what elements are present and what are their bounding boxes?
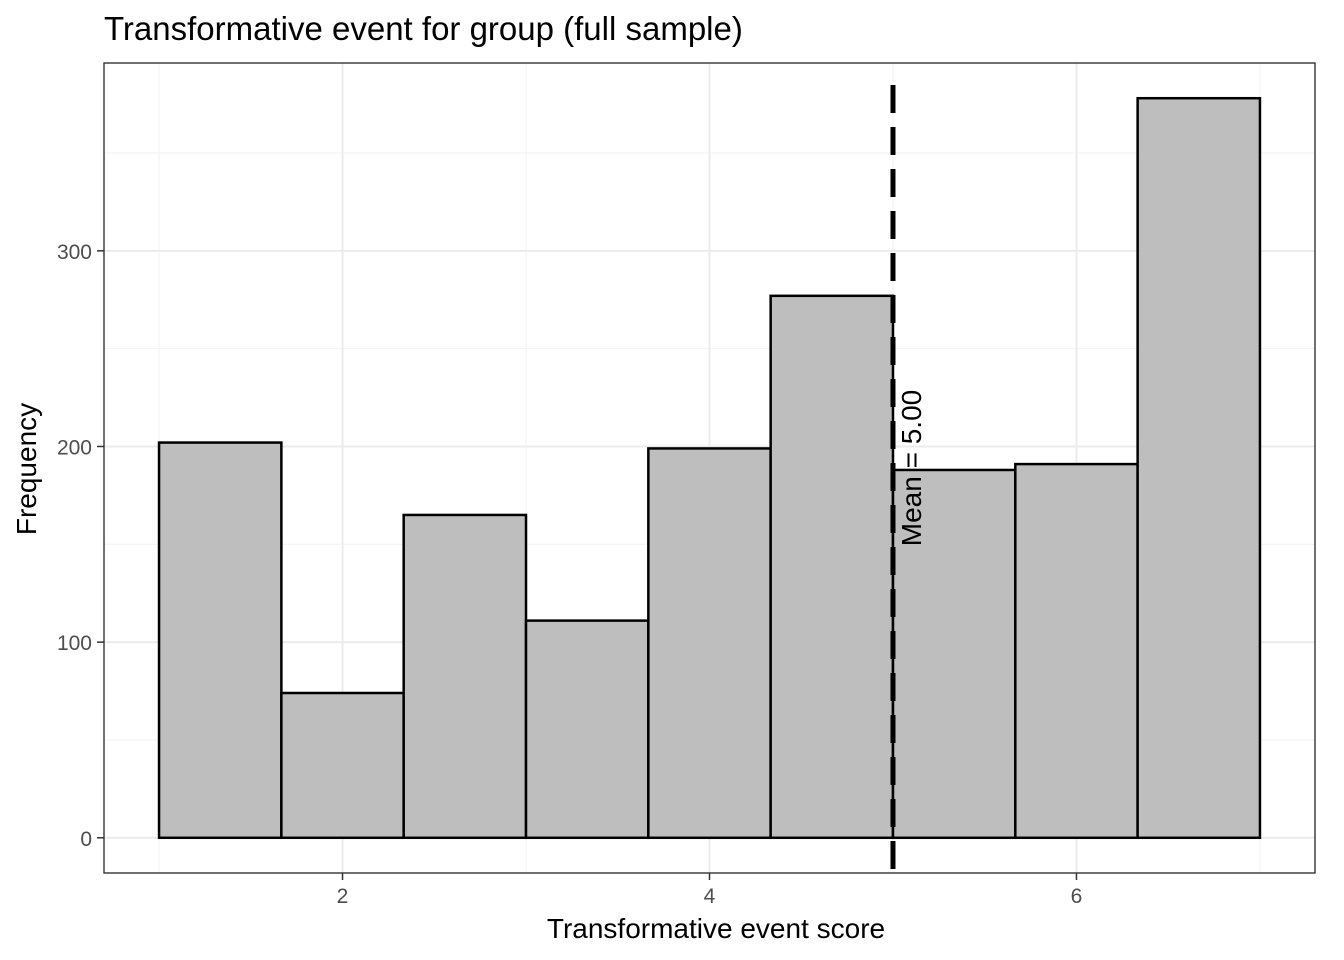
- histogram-bars: [157, 96, 1262, 840]
- histogram-bar: [157, 441, 283, 840]
- histogram-bar: [1014, 462, 1139, 840]
- histogram-bar: [769, 294, 895, 840]
- mean-label: Mean = 5.00: [896, 390, 927, 546]
- histogram-bar: [524, 619, 650, 840]
- x-tick-label: 2: [337, 885, 349, 908]
- histogram-bar: [647, 447, 772, 840]
- y-tick-label: 300: [57, 241, 92, 264]
- x-tick-label: 4: [704, 885, 716, 908]
- x-axis-ticks: 2 4 6: [337, 873, 1083, 908]
- x-axis-title: Transformative event score: [547, 913, 885, 944]
- histogram-bar: [280, 691, 405, 840]
- y-axis-ticks: 0 100 200 300: [57, 241, 104, 851]
- y-tick-label: 100: [57, 632, 92, 655]
- y-tick-label: 0: [80, 828, 92, 851]
- histogram-bar: [891, 468, 1017, 840]
- chart-title: Transformative event for group (full sam…: [104, 10, 743, 47]
- y-tick-label: 200: [57, 436, 92, 459]
- histogram-bar: [402, 513, 528, 840]
- x-tick-label: 6: [1071, 885, 1083, 908]
- mean-annotation: Mean = 5.00: [890, 85, 927, 873]
- histogram-bar: [1136, 96, 1262, 840]
- y-axis-title: Frequency: [11, 403, 42, 535]
